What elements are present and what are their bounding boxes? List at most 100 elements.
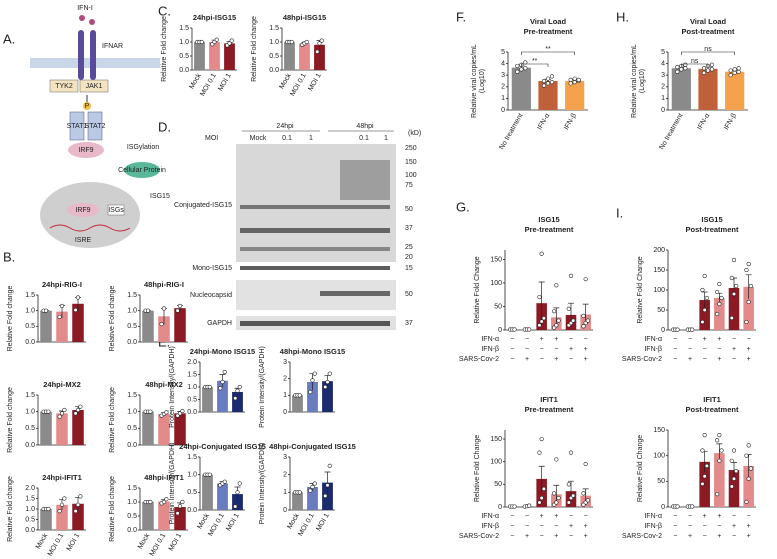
y-tick-label: 4 <box>661 60 665 67</box>
condition-value: + <box>584 533 588 540</box>
data-point <box>537 450 542 455</box>
y-axis-label: Relative Fold Change <box>474 256 481 323</box>
bracket <box>681 51 735 55</box>
bar <box>725 71 745 110</box>
y-tick-label: 1.5 <box>127 292 137 299</box>
condition-value: + <box>732 346 736 353</box>
y-tick-label: 100 <box>490 280 502 287</box>
chart-title: Viral Load <box>530 17 567 26</box>
condition-value: − <box>569 336 573 343</box>
condition-value: − <box>688 523 692 530</box>
data-point <box>148 499 153 505</box>
data-point <box>537 323 542 328</box>
data-point <box>728 73 733 78</box>
bar <box>217 483 228 510</box>
data-point <box>728 68 733 73</box>
chart-subtitle: Pre-treatment <box>524 27 573 36</box>
bracket <box>681 63 709 67</box>
y-tick-label: 1 <box>661 95 665 102</box>
bar <box>142 310 154 342</box>
data-point <box>515 69 520 74</box>
data-point <box>583 277 588 282</box>
y-tick-label: 0.0 <box>269 67 279 74</box>
marker-label: 75 <box>405 182 413 189</box>
marker-label: 50 <box>405 206 413 213</box>
bar <box>714 298 725 330</box>
y-axis-label: Relative Fold change <box>109 476 116 542</box>
y-tick-label: 0.5 <box>187 489 197 496</box>
y-tick-label: 2 <box>283 376 287 383</box>
data-point <box>161 306 167 311</box>
y-tick-label: 5 <box>661 49 665 56</box>
condition-value: − <box>703 346 707 353</box>
x-tick-label: Mock <box>137 532 152 550</box>
error-bar <box>538 281 545 325</box>
marker-label: 150 <box>405 159 417 166</box>
y-axis-label: Relative Fold change <box>251 16 258 82</box>
data-point <box>545 76 551 81</box>
data-point <box>297 393 302 398</box>
data-point <box>715 438 720 443</box>
x-tick-label: Mock <box>35 532 50 550</box>
panel-label: C. <box>158 3 171 18</box>
condition-label: SARS-Cov-2 <box>459 356 499 363</box>
condition-value: − <box>673 356 677 363</box>
bar <box>292 395 303 412</box>
data-point <box>539 495 544 501</box>
condition-value: − <box>747 336 751 343</box>
panel-label: F. <box>456 9 466 24</box>
condition-value: + <box>525 533 529 540</box>
condition-value: − <box>703 533 707 540</box>
condition-value: − <box>747 513 751 520</box>
x-tick-label: Mock <box>196 512 211 530</box>
bar <box>538 81 558 110</box>
marker-label: 25 <box>405 244 413 251</box>
x-tick-label: IFN-β <box>723 112 738 131</box>
condition-value: + <box>688 356 692 363</box>
annotation: ** <box>532 58 538 65</box>
condition-value: − <box>540 523 544 530</box>
y-tick-label: 150 <box>490 436 502 443</box>
lane-label: 0.1 <box>359 135 369 142</box>
data-point <box>715 311 720 317</box>
data-point <box>566 500 571 505</box>
blot <box>236 144 396 262</box>
data-point <box>581 313 586 318</box>
condition-value: − <box>673 336 677 343</box>
y-tick-label: 0 <box>283 409 287 416</box>
data-point <box>746 299 751 305</box>
bar <box>142 502 154 530</box>
bar <box>511 67 531 110</box>
y-tick-label: 2 <box>661 84 665 91</box>
data-point <box>539 319 544 324</box>
condition-value: − <box>525 523 529 530</box>
data-point <box>700 319 705 325</box>
condition-value: − <box>540 356 544 363</box>
y-tick-label: 150 <box>490 256 502 263</box>
y-tick-label: 4 <box>501 60 505 67</box>
label: JAK1 <box>86 83 103 90</box>
y-tick-label: 3 <box>283 454 287 461</box>
chart-title: 48hpi-ISG15 <box>283 13 326 22</box>
bar <box>292 492 303 510</box>
data-point <box>566 482 571 487</box>
x-tick-label: Mock <box>278 72 293 90</box>
data-point <box>734 468 739 474</box>
data-point <box>46 409 51 414</box>
chart-title: ISG15 <box>538 215 559 224</box>
data-point <box>304 39 309 45</box>
data-point <box>541 78 547 84</box>
bar <box>728 470 740 507</box>
data-point <box>568 273 574 278</box>
condition-value: + <box>717 356 721 363</box>
condition-value: − <box>569 356 573 363</box>
data-point <box>541 83 547 88</box>
y-tick-label: 0.5 <box>25 516 35 523</box>
data-point <box>177 303 183 309</box>
box <box>107 204 125 216</box>
condition-value: − <box>525 336 529 343</box>
data-point <box>159 322 164 327</box>
data-point <box>571 318 576 323</box>
y-tick-label: 1.5 <box>25 392 35 399</box>
bar <box>232 494 243 510</box>
